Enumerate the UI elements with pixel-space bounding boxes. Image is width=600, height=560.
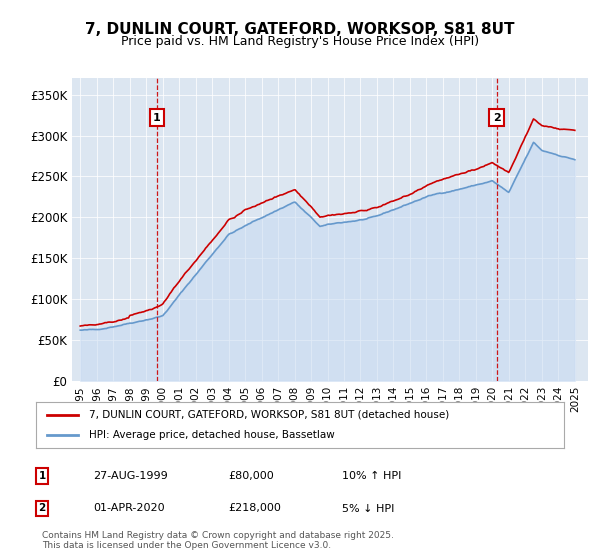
Text: 2: 2	[493, 113, 500, 123]
Text: 7, DUNLIN COURT, GATEFORD, WORKSOP, S81 8UT: 7, DUNLIN COURT, GATEFORD, WORKSOP, S81 …	[85, 22, 515, 38]
Text: £80,000: £80,000	[228, 471, 274, 481]
Text: 1: 1	[38, 471, 46, 481]
Text: Price paid vs. HM Land Registry's House Price Index (HPI): Price paid vs. HM Land Registry's House …	[121, 35, 479, 48]
Text: 7, DUNLIN COURT, GATEFORD, WORKSOP, S81 8UT (detached house): 7, DUNLIN COURT, GATEFORD, WORKSOP, S81 …	[89, 410, 449, 420]
Text: 01-APR-2020: 01-APR-2020	[93, 503, 164, 514]
Text: HPI: Average price, detached house, Bassetlaw: HPI: Average price, detached house, Bass…	[89, 430, 335, 440]
Text: £218,000: £218,000	[228, 503, 281, 514]
Text: 5% ↓ HPI: 5% ↓ HPI	[342, 503, 394, 514]
Text: 27-AUG-1999: 27-AUG-1999	[93, 471, 168, 481]
Text: 1: 1	[153, 113, 161, 123]
Text: Contains HM Land Registry data © Crown copyright and database right 2025.
This d: Contains HM Land Registry data © Crown c…	[42, 530, 394, 550]
Text: 10% ↑ HPI: 10% ↑ HPI	[342, 471, 401, 481]
Text: 2: 2	[38, 503, 46, 514]
